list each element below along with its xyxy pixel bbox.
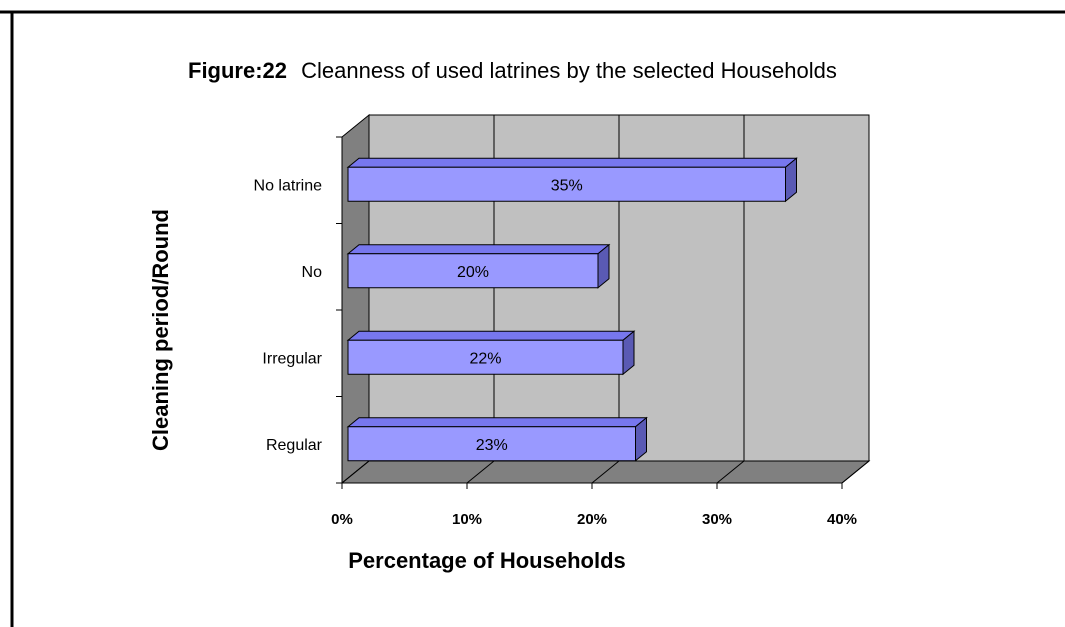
bar-face [347, 426, 636, 462]
category-label: Irregular [262, 350, 322, 367]
x-tick-label: 10% [452, 511, 482, 528]
bar-top [346, 244, 611, 255]
chart-title-prefix: Figure:22 [188, 58, 287, 83]
data-label: 20% [457, 264, 489, 281]
axes: 0% 10% 20% 30% 40% Regular Irregular No No latri… [254, 136, 857, 528]
data-label: 22% [469, 350, 501, 367]
category-label: No latrine [254, 177, 323, 194]
y-axis-title: Cleaning period/Round [148, 209, 173, 451]
bar: 23% [346, 416, 648, 462]
bar: 20% [346, 243, 611, 289]
x-tick-label: 0% [331, 511, 353, 528]
chart-title-text: Cleanness of used latrines by the select… [301, 58, 837, 83]
x-tick-label: 40% [827, 511, 857, 528]
bar-top [346, 417, 648, 428]
floor-gridline [341, 460, 370, 484]
bar-top [346, 330, 636, 341]
data-label: 35% [551, 177, 583, 194]
x-tick-label: 30% [702, 511, 732, 528]
bar: 35% [346, 157, 798, 203]
bar-top [346, 157, 798, 168]
bar-face [347, 339, 624, 375]
bar-face [347, 166, 786, 202]
floor-gridline [466, 460, 495, 484]
x-axis-title: Percentage of Households [348, 548, 626, 573]
chart-title: Figure:22 Cleanness of used latrines by … [188, 58, 837, 83]
category-label: Regular [266, 437, 323, 454]
floor-gridline [591, 460, 620, 484]
category-label: No [302, 264, 323, 281]
floor-gridline [716, 460, 745, 484]
bars: 23% 22% 20% 35% [346, 157, 798, 462]
bar-face [347, 253, 599, 289]
x-tick-label: 20% [577, 511, 607, 528]
bar: 22% [346, 330, 636, 376]
floor-gridline [841, 460, 870, 484]
data-label: 23% [476, 437, 508, 454]
